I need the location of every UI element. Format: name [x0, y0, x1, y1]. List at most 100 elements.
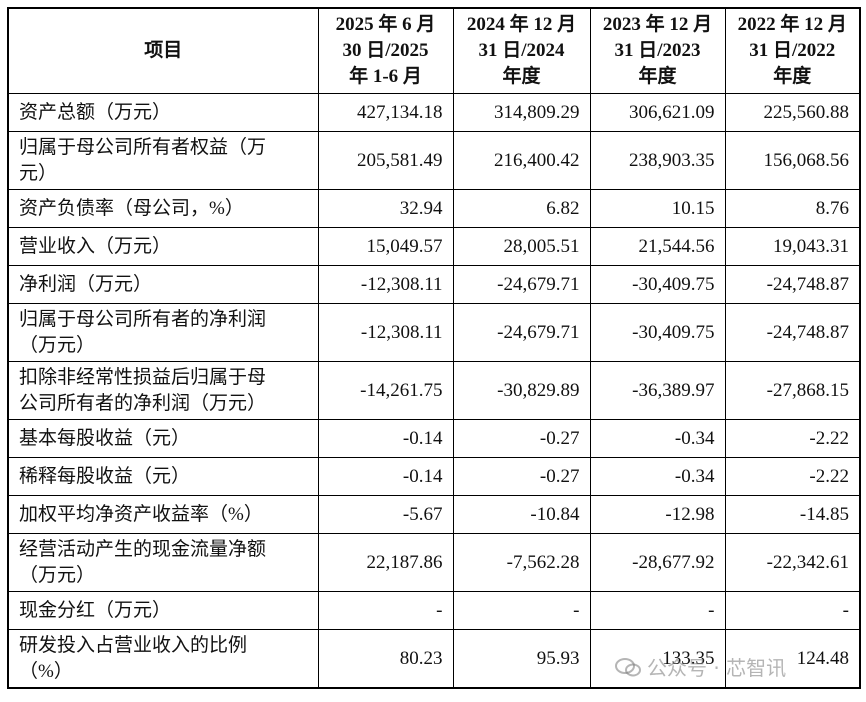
header-cell: 2025 年 6 月 30 日/2025 年 1-6 月	[317, 7, 454, 94]
table-row: 净利润（万元） -12,308.11 -24,679.71 -30,409.75 -24…	[7, 265, 861, 304]
value-cell: -12,308.11	[317, 303, 454, 362]
row-label: 研发投入占营业收入的比例 （%）	[7, 629, 319, 689]
watermark-icon	[615, 657, 641, 676]
cell-text: 归属于母公司所有者的净利润	[19, 308, 267, 330]
cell-text: （万元）	[19, 334, 96, 356]
row-label: 归属于母公司所有者的净利润 （万元）	[7, 303, 319, 362]
watermark-text: 公众号 · 芯智讯	[647, 656, 787, 680]
value-cell: -7,562.28	[452, 533, 591, 592]
table-row: 加权平均净资产收益率（%） -5.67 -10.84 -12.98 -14.85	[7, 495, 861, 534]
value-cell: -30,409.75	[589, 265, 726, 304]
cell-text: （%）	[19, 660, 73, 682]
value-cell: 225,560.88	[724, 93, 861, 132]
cell-text: 扣除非经常性损益后归属于母	[19, 366, 267, 388]
cell-text: 基本每股收益（元）	[19, 427, 191, 449]
value-cell: -0.14	[317, 419, 454, 458]
header-cell: 项目	[7, 7, 319, 94]
cell-text: 2023 年 12 月	[602, 14, 713, 35]
cell-text: 2022 年 12 月	[737, 14, 847, 35]
row-label: 资产总额（万元）	[7, 93, 319, 132]
cell-text: 2025 年 6 月	[335, 14, 436, 35]
cell-text: 净利润（万元）	[19, 273, 153, 295]
row-label: 加权平均净资产收益率（%）	[7, 495, 319, 534]
cell-text: 稀释每股收益（元）	[19, 465, 191, 487]
value-cell: -30,409.75	[589, 303, 726, 362]
table-row: 稀释每股收益（元） -0.14 -0.27 -0.34 -2.22	[7, 457, 861, 496]
value-cell: -0.14	[317, 457, 454, 496]
value-cell: -0.27	[452, 457, 591, 496]
value-cell: -10.84	[452, 495, 591, 534]
cell-text: 资产负债率（母公司，%）	[19, 197, 244, 219]
value-cell: -	[317, 591, 454, 630]
cell-text: 31 日/2024	[478, 40, 565, 61]
cell-text: 归属于母公司所有者权益（万	[19, 136, 267, 158]
cell-text: 2024 年 12 月	[466, 14, 577, 35]
value-cell: 28,005.51	[452, 227, 591, 266]
table-row: 资产负债率（母公司，%） 32.94 6.82 10.15 8.76	[7, 189, 861, 228]
value-cell: 124.48	[724, 629, 861, 689]
table-row: 现金分红（万元） - - - -	[7, 591, 861, 630]
header-row: 项目 2025 年 6 月 30 日/2025 年 1-6 月 2024 年 12 月 3…	[7, 7, 861, 94]
value-cell: -27,868.15	[724, 361, 861, 420]
table-body: 资产总额（万元） 427,134.18 314,809.29 306,621.09 22…	[7, 93, 861, 689]
value-cell: 6.82	[452, 189, 591, 228]
value-cell: -0.34	[589, 419, 726, 458]
value-cell: 306,621.09	[589, 93, 726, 132]
cell-text: 加权平均净资产收益率（%）	[19, 503, 263, 525]
cell-text: （万元）	[19, 564, 96, 586]
cell-text: 项目	[144, 40, 183, 61]
watermark: 公众号 · 芯智讯	[615, 652, 786, 681]
table-row: 经营活动产生的现金流量净额 （万元） 22,187.86 -7,562.28 -28,6…	[7, 533, 861, 592]
data-table: 项目 2025 年 6 月 30 日/2025 年 1-6 月 2024 年 12 月 3…	[7, 7, 861, 689]
cell-text: 研发投入占营业收入的比例	[19, 634, 248, 656]
value-cell: -12,308.11	[317, 265, 454, 304]
cell-text: 元）	[19, 162, 58, 184]
value-cell: 238,903.35	[589, 131, 726, 190]
value-cell: -24,679.71	[452, 303, 591, 362]
cell-text: 年度	[773, 66, 812, 87]
value-cell: -28,677.92	[589, 533, 726, 592]
value-cell: 8.76	[724, 189, 861, 228]
cell-text: 资产总额（万元）	[19, 101, 172, 123]
value-cell: -12.98	[589, 495, 726, 534]
row-label: 现金分红（万元）	[7, 591, 319, 630]
cell-text: 经营活动产生的现金流量净额	[19, 538, 267, 560]
value-cell: -24,748.87	[724, 265, 861, 304]
cell-text: 31 日/2022	[749, 40, 836, 61]
header-cell: 2023 年 12 月 31 日/2023 年度	[589, 7, 726, 94]
value-cell: -	[452, 591, 591, 630]
cell-text: 年 1-6 月	[349, 66, 422, 87]
table-row: 资产总额（万元） 427,134.18 314,809.29 306,621.09 22…	[7, 93, 861, 132]
value-cell: 216,400.42	[452, 131, 591, 190]
value-cell: 32.94	[317, 189, 454, 228]
row-label: 归属于母公司所有者权益（万 元）	[7, 131, 319, 190]
row-label: 资产负债率（母公司，%）	[7, 189, 319, 228]
table-row: 归属于母公司所有者权益（万 元） 205,581.49 216,400.42 238,9…	[7, 131, 861, 190]
value-cell: -2.22	[724, 419, 861, 458]
value-cell: 10.15	[589, 189, 726, 228]
row-label: 扣除非经常性损益后归属于母 公司所有者的净利润（万元）	[7, 361, 319, 420]
cell-text: 30 日/2025	[342, 40, 429, 61]
table-row: 研发投入占营业收入的比例 （%） 80.23 95.93 133.35 124.48	[7, 629, 861, 689]
cell-text: 年度	[502, 66, 541, 87]
value-cell: 22,187.86	[317, 533, 454, 592]
value-cell: 133.35	[589, 629, 726, 689]
value-cell: -2.22	[724, 457, 861, 496]
table-row: 营业收入（万元） 15,049.57 28,005.51 21,544.56 19,04…	[7, 227, 861, 266]
cell-text: 营业收入（万元）	[19, 235, 172, 257]
value-cell: 427,134.18	[317, 93, 454, 132]
value-cell: 19,043.31	[724, 227, 861, 266]
value-cell: -36,389.97	[589, 361, 726, 420]
value-cell: -0.27	[452, 419, 591, 458]
row-label: 经营活动产生的现金流量净额 （万元）	[7, 533, 319, 592]
cell-text: 公司所有者的净利润（万元）	[19, 392, 267, 414]
row-label: 稀释每股收益（元）	[7, 457, 319, 496]
value-cell: 15,049.57	[317, 227, 454, 266]
value-cell: -5.67	[317, 495, 454, 534]
value-cell: 80.23	[317, 629, 454, 689]
value-cell: 156,068.56	[724, 131, 861, 190]
value-cell: -30,829.89	[452, 361, 591, 420]
value-cell: -24,679.71	[452, 265, 591, 304]
value-cell: 314,809.29	[452, 93, 591, 132]
